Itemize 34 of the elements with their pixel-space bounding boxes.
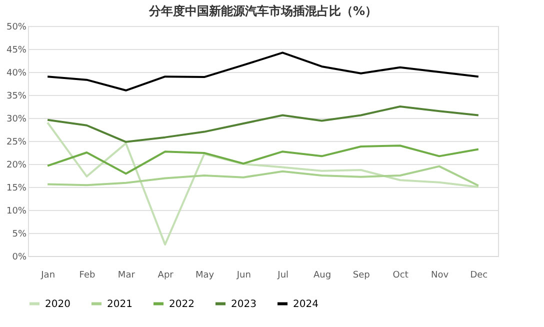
legend-label: 2020 bbox=[45, 298, 70, 310]
line-series bbox=[46, 122, 480, 246]
legend-label: 2022 bbox=[169, 298, 194, 310]
chart-title: 分年度中国新能源汽车市场插混占比（%） bbox=[148, 4, 378, 18]
line-series bbox=[46, 106, 480, 143]
legend-label: 2024 bbox=[293, 298, 318, 310]
y-tick-label: 15% bbox=[6, 184, 27, 194]
legend-label: 2021 bbox=[107, 298, 132, 310]
line-series bbox=[46, 165, 480, 187]
legend-label: 2023 bbox=[231, 298, 256, 310]
x-tick-label: Oct bbox=[392, 270, 409, 280]
y-tick-label: 40% bbox=[6, 68, 27, 78]
x-tick-label: Sep bbox=[352, 270, 370, 280]
x-tick-label: Aug bbox=[313, 270, 332, 280]
x-tick-label: Jul bbox=[276, 270, 289, 280]
y-tick-label: 45% bbox=[6, 46, 27, 56]
y-tick-label: 35% bbox=[6, 92, 27, 102]
y-tick-label: 5% bbox=[12, 230, 27, 240]
x-tick-label: Dec bbox=[470, 270, 488, 280]
line-series bbox=[46, 52, 480, 92]
x-tick-label: Feb bbox=[79, 270, 96, 280]
x-tick-label: Jun bbox=[236, 270, 251, 280]
y-tick-label: 0% bbox=[12, 252, 27, 262]
y-tick-label: 25% bbox=[6, 138, 27, 148]
x-tick-label: Nov bbox=[430, 270, 450, 280]
line-series bbox=[46, 144, 480, 175]
y-tick-label: 10% bbox=[6, 206, 27, 216]
x-tick-label: May bbox=[195, 270, 215, 280]
y-tick-label: 30% bbox=[6, 114, 27, 124]
x-tick-label: Jan bbox=[40, 270, 56, 280]
x-tick-label: Mar bbox=[118, 270, 136, 280]
y-tick-label: 20% bbox=[6, 160, 27, 170]
y-tick-label: 50% bbox=[6, 22, 27, 32]
x-tick-label: Apr bbox=[158, 270, 174, 280]
